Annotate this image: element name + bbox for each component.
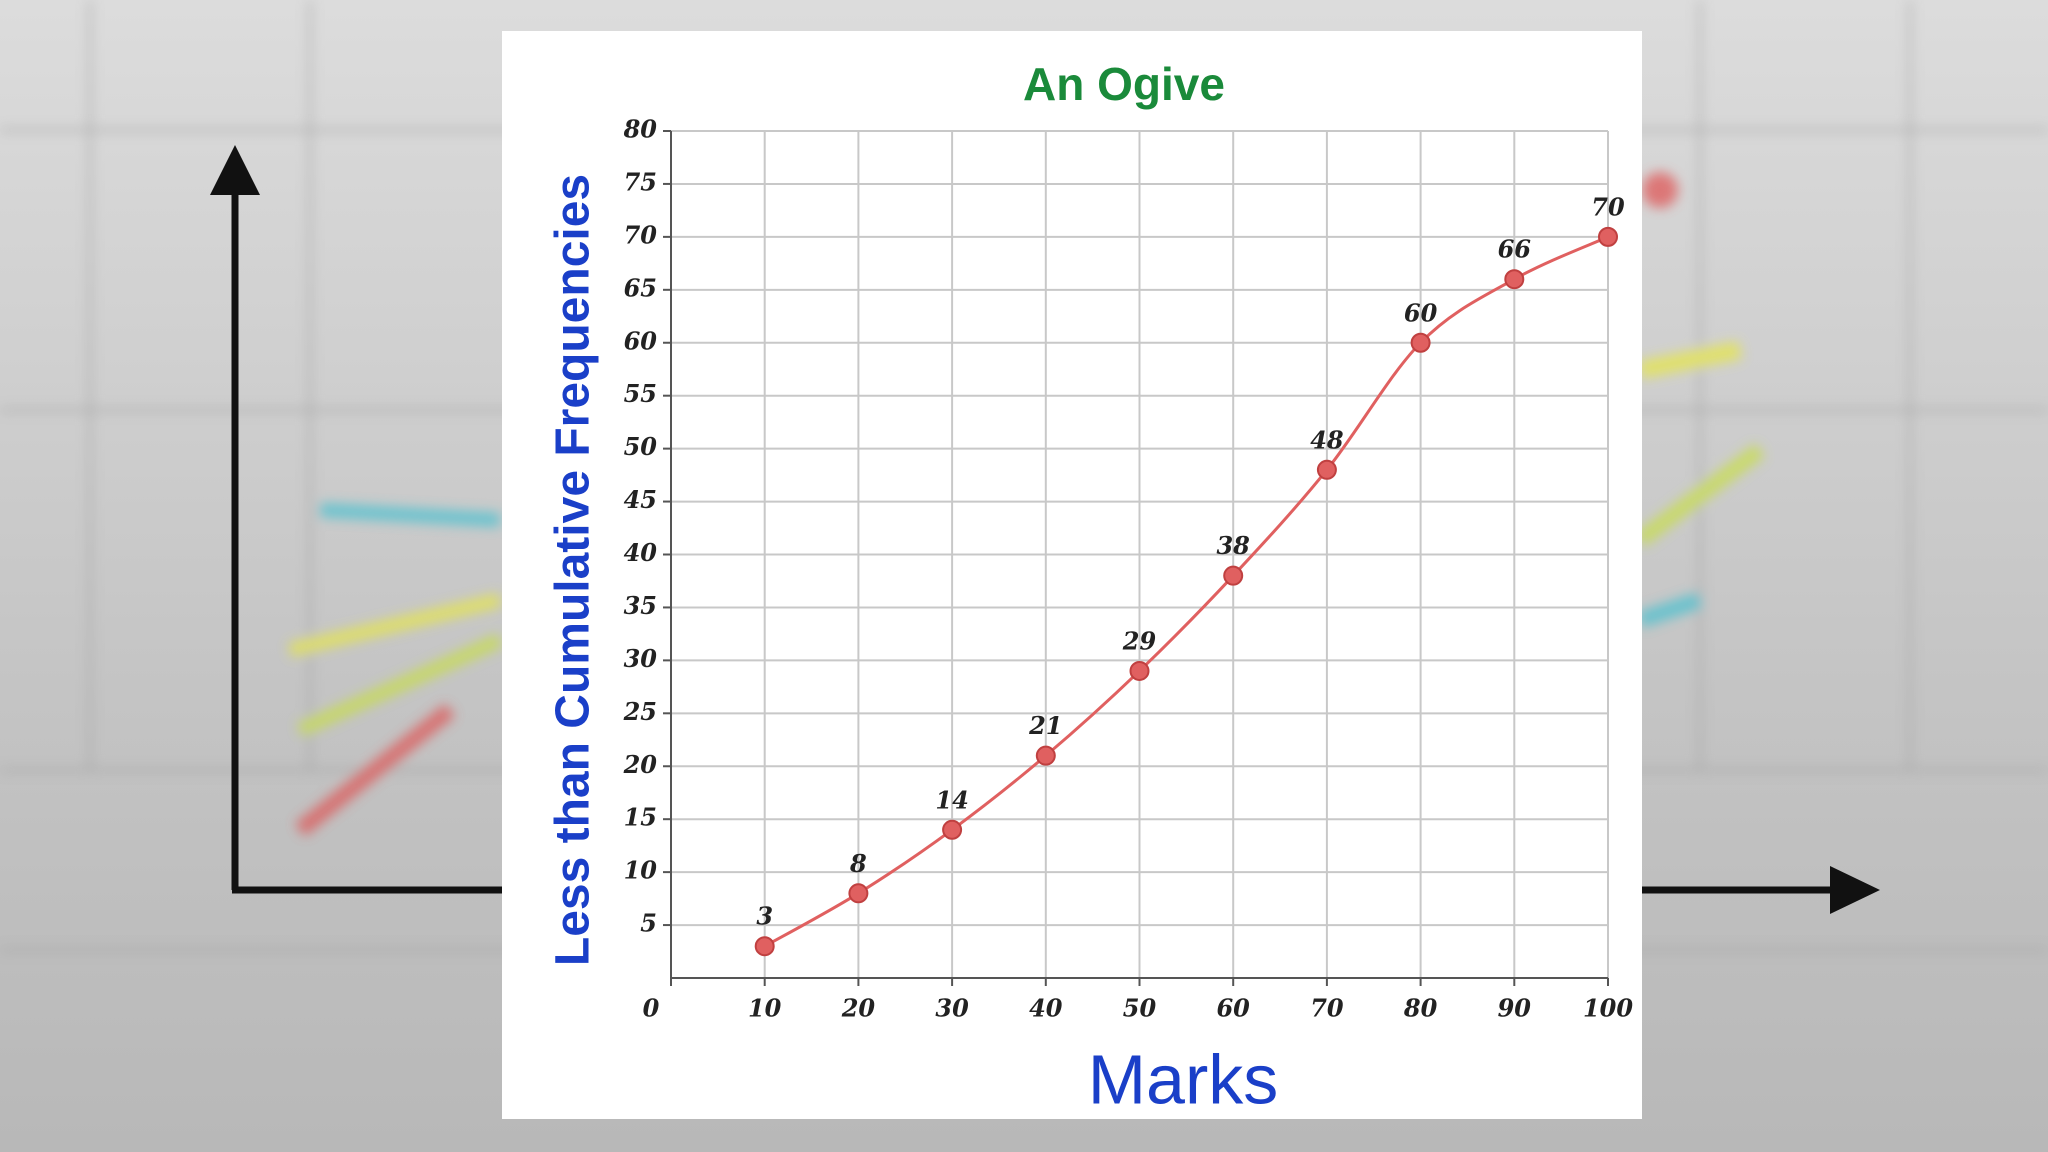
x-tick-label: 100 [1583, 994, 1633, 1023]
y-tick-label: 25 [623, 697, 657, 726]
data-point [754, 936, 775, 957]
data-label: 29 [1122, 626, 1157, 655]
y-tick-label: 80 [623, 115, 658, 144]
data-label: 3 [756, 902, 773, 931]
x-tick-label: 40 [1029, 994, 1063, 1023]
ogive-line [763, 235, 1609, 948]
y-tick-label: 10 [624, 856, 658, 885]
y-tick-label: 20 [623, 750, 658, 779]
data-label: 66 [1498, 235, 1532, 264]
x-tick-label: 10 [748, 994, 782, 1023]
x-tick-label: 60 [1216, 994, 1250, 1023]
y-tick-label: 75 [624, 167, 657, 196]
data-label: 60 [1404, 298, 1438, 327]
chart-panel [502, 31, 1642, 1119]
data-point [1129, 660, 1150, 681]
y-tick-label: 35 [624, 591, 657, 620]
data-label: 48 [1310, 425, 1344, 454]
x-tick-label: 50 [1123, 994, 1157, 1023]
y-axis-label: Less than Cumulative Frequencies [547, 174, 600, 966]
y-tick-label: 50 [624, 432, 658, 461]
data-label: 8 [849, 849, 867, 878]
y-tick-label: 40 [624, 538, 658, 567]
x-tick-label: 70 [1310, 994, 1344, 1023]
data-point [1316, 459, 1337, 480]
data-point [1410, 332, 1431, 353]
data-point [1598, 226, 1618, 247]
data-label: 38 [1216, 531, 1250, 560]
x-tick-label: 90 [1498, 994, 1532, 1023]
x-tick-label: 20 [841, 994, 876, 1023]
background-decoration [0, 0, 2048, 952]
data-point [1035, 745, 1056, 766]
y-tick-label: 65 [624, 273, 657, 302]
data-point [1504, 269, 1525, 290]
plot: 0 10 20 30 40 50 60 70 80 90 100 5 10 15 20 25 30 35 40 45 5… [623, 115, 1634, 1023]
y-tick-label: 5 [640, 909, 657, 938]
x-tick-label: 30 [935, 994, 969, 1023]
y-tick-label: 15 [624, 803, 657, 832]
data-label: 14 [935, 785, 968, 814]
chart-title: An Ogive [1023, 58, 1225, 110]
y-tick-label: 70 [624, 220, 658, 249]
x-axis-label: Marks [1088, 1040, 1279, 1118]
data-label: 21 [1028, 711, 1062, 740]
x-tick-label: 0 [643, 994, 660, 1023]
data-point [848, 883, 869, 904]
y-tick-label: 45 [624, 485, 657, 514]
y-tick-label: 30 [624, 644, 658, 673]
data-point [942, 819, 963, 840]
y-tick-label: 60 [624, 326, 658, 355]
y-tick-label: 55 [624, 379, 657, 408]
data-point [1223, 565, 1244, 586]
data-label: 70 [1591, 192, 1625, 221]
x-tick-label: 80 [1403, 994, 1438, 1023]
